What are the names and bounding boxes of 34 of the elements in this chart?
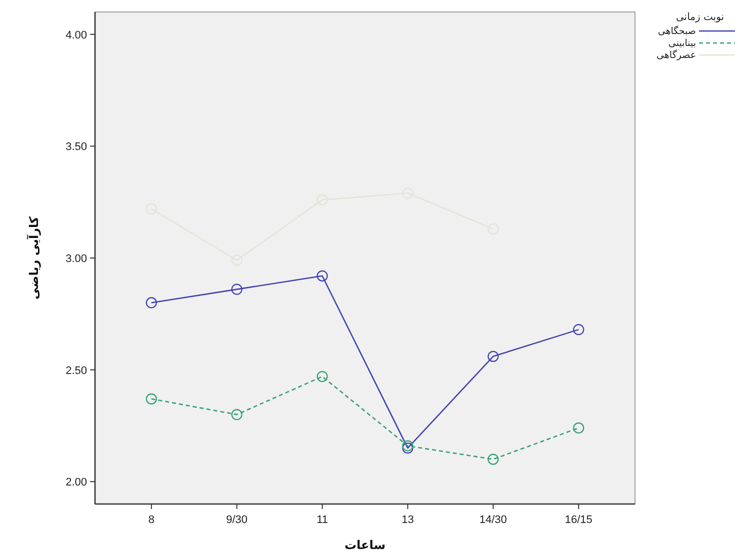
x-tick-label: 8 <box>148 514 154 526</box>
point <box>402 442 414 454</box>
point <box>146 297 157 308</box>
point <box>146 203 157 214</box>
point <box>402 440 414 452</box>
point <box>316 270 328 282</box>
point <box>231 254 242 266</box>
legend-label: عصرگاهی <box>656 49 696 61</box>
x-tick-label: 13 <box>402 514 414 526</box>
y-tick-label: 3.00 <box>66 253 87 265</box>
point <box>573 422 584 434</box>
point <box>231 408 242 420</box>
legend-label: بینابینی <box>668 38 696 49</box>
y-tick-label: 2.50 <box>66 364 87 377</box>
point <box>488 223 499 234</box>
legend-label: صبحگاهی <box>658 25 696 37</box>
point <box>316 194 328 206</box>
y-tick-label: 3.50 <box>66 141 87 154</box>
point <box>488 454 499 465</box>
point <box>402 188 414 199</box>
y-tick-label: 2.00 <box>66 476 87 489</box>
point <box>231 284 242 295</box>
point <box>488 350 499 362</box>
point <box>146 393 157 404</box>
x-tick-label: 16/15 <box>564 514 592 526</box>
y-axis-title: کارآیی ریاضی <box>26 216 41 300</box>
point <box>316 370 328 382</box>
y-tick-label: 4.00 <box>66 29 87 42</box>
x-tick-label: 11 <box>316 514 328 526</box>
point <box>573 324 584 336</box>
x-tick-label: 14/30 <box>479 514 507 526</box>
x-axis-title: ساعات <box>344 538 386 552</box>
x-tick-label: 9/30 <box>226 514 248 526</box>
legend-title: نوبت زمانی <box>676 12 724 23</box>
